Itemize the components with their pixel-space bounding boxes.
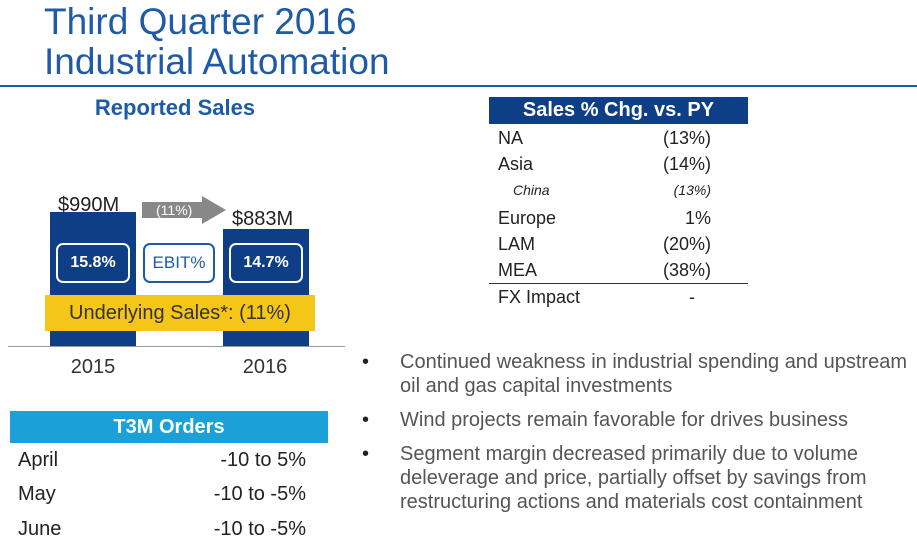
region-name: MEA [498, 260, 538, 280]
orders-table-header: T3M Orders [10, 411, 328, 443]
page-title-line1: Third Quarter 2016 [44, 1, 357, 42]
table-row: China (13%) [489, 182, 748, 208]
ebit-2015: 15.8% [56, 243, 130, 283]
bullet-text: Continued weakness in industrial spendin… [400, 351, 907, 397]
region-name: FX Impact [498, 287, 581, 307]
table-row: Asia (14%) [489, 154, 748, 180]
change-arrow-icon [142, 196, 226, 224]
bar-label-2016: $883M [232, 208, 294, 230]
sales-change-table-header: Sales % Chg. vs. PY [489, 97, 748, 124]
region-value: - [689, 287, 695, 307]
order-value: -10 to -5% [213, 483, 306, 505]
order-month: April [18, 449, 59, 471]
table-row: Europe 1% [489, 208, 748, 234]
order-month: June [18, 518, 62, 540]
year-label-2016: 2016 [242, 356, 288, 378]
bullet-icon: • [362, 409, 370, 431]
region-value: (13%) [673, 182, 711, 198]
order-month: May [18, 483, 56, 505]
page-title-line2: Industrial Automation [44, 41, 390, 82]
table-row: May -10 to -5% [10, 483, 328, 513]
bullet-icon: • [362, 443, 370, 465]
year-label-2015: 2015 [70, 356, 116, 378]
table-row: June -10 to -5% [10, 518, 328, 548]
region-name: LAM [498, 234, 536, 254]
table-row: FX Impact - [489, 287, 748, 313]
bullet-item: • Wind projects remain favorable for dri… [360, 408, 910, 432]
order-value: -10 to -5% [213, 518, 306, 540]
table-row: LAM (20%) [489, 234, 748, 260]
region-name: NA [498, 128, 524, 148]
region-value: (38%) [662, 260, 711, 280]
region-value: (13%) [662, 128, 711, 148]
region-name: Asia [498, 154, 534, 174]
bullet-item: • Segment margin decreased primarily due… [360, 442, 910, 514]
region-value: (20%) [662, 234, 711, 254]
ebit-2016: 14.7% [229, 243, 303, 283]
page-title: Third Quarter 2016 Industrial Automation [44, 2, 390, 82]
bullet-item: • Continued weakness in industrial spend… [360, 350, 910, 398]
table-row: April -10 to 5% [10, 449, 328, 479]
region-value: 1% [684, 208, 711, 228]
table-row: NA (13%) [489, 128, 748, 154]
sales-change-label: (11%) [156, 202, 193, 218]
table-divider [489, 283, 748, 284]
bullet-icon: • [362, 351, 370, 373]
bullet-text: Wind projects remain favorable for drive… [400, 409, 848, 431]
region-value: (14%) [662, 154, 711, 174]
ebit-label: EBIT% [143, 243, 215, 283]
reported-sales-heading: Reported Sales [94, 95, 256, 120]
bullet-list: • Continued weakness in industrial spend… [360, 350, 910, 524]
title-divider [0, 85, 917, 87]
bar-label-2015: $990M [58, 194, 120, 216]
underlying-sales-banner: Underlying Sales*: (11%) [45, 295, 315, 331]
chart-baseline [8, 346, 345, 347]
region-name: Europe [498, 208, 557, 228]
order-value: -10 to 5% [220, 449, 306, 471]
region-name: China [513, 182, 550, 198]
bullet-text: Segment margin decreased primarily due t… [400, 443, 867, 513]
table-row: MEA (38%) [489, 260, 748, 286]
